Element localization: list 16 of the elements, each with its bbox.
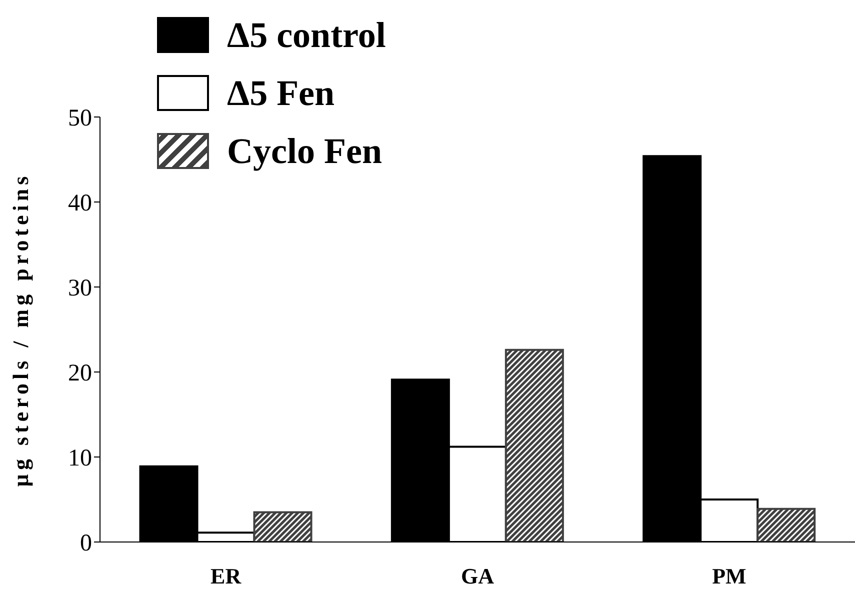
- y-tick-label: 10: [68, 446, 92, 472]
- y-axis-title: µg sterols / mg proteins: [8, 172, 33, 487]
- bar: [504, 348, 564, 542]
- y-tick-label: 50: [68, 106, 92, 132]
- y-tick-label: 20: [68, 360, 92, 387]
- x-tick-label: GA: [461, 564, 494, 589]
- bar: [253, 511, 312, 542]
- x-tick-label: ER: [210, 564, 242, 589]
- y-tick-label: 30: [68, 276, 92, 302]
- bar: [756, 508, 816, 542]
- legend-label: Δ5 Fen: [227, 72, 335, 115]
- x-tick-label: PM: [712, 564, 747, 589]
- y-tick-label: 40: [68, 190, 92, 217]
- legend-label: Cyclo Fen: [227, 130, 382, 173]
- legend-label: Δ5 control: [227, 14, 386, 57]
- y-tick-label: 0: [80, 530, 92, 557]
